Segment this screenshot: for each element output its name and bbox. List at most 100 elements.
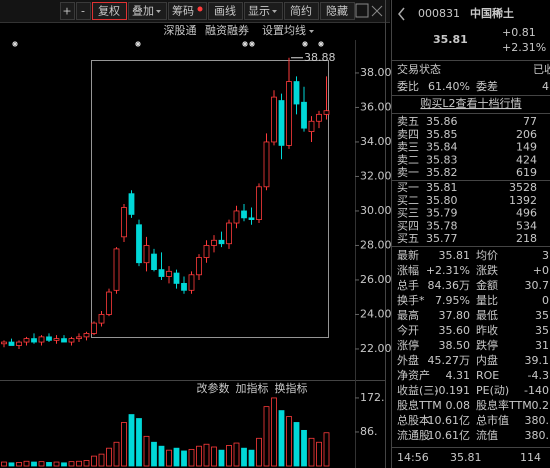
stat-label: 总手 (397, 278, 419, 292)
indicator-tool[interactable]: 改参数 (197, 381, 230, 395)
candle-body (256, 186, 262, 220)
candle-body (293, 81, 300, 105)
volume-bar (38, 461, 45, 467)
stat-label: 昨收 (476, 323, 498, 337)
toolbar-button-label[interactable]: 显示 (248, 5, 270, 18)
toolbar-button-label[interactable]: 简约 (290, 4, 312, 18)
stat-value: 7.95% (435, 294, 470, 307)
book-level: 卖五 (397, 115, 419, 128)
toolbar-button[interactable] (320, 2, 355, 20)
toolbar-button-label[interactable]: 隐藏 (326, 5, 348, 18)
book-volume: 619 (516, 166, 537, 179)
book-price: 35.78 (426, 219, 458, 232)
stat-label: 流通股 (397, 428, 430, 442)
stat-label: 最高 (397, 308, 419, 322)
toolbar-button-label[interactable]: + (62, 5, 71, 18)
volume-bar (181, 450, 187, 467)
volume-bar (23, 460, 30, 467)
status-value: 已收 (533, 62, 550, 76)
toolbar-button-label[interactable]: - (81, 5, 85, 18)
candle-body (196, 257, 202, 276)
stat-label: 换手* (397, 293, 425, 307)
toolbar-button[interactable] (208, 2, 243, 20)
volume-bar (31, 461, 37, 467)
book-level: 买五 (397, 232, 419, 245)
toolbar-button-label[interactable]: 筹码 (172, 4, 194, 18)
stat-label: 净资产 (397, 368, 430, 382)
stat-label: 今开 (397, 323, 419, 337)
candle-body (46, 336, 52, 341)
volume-bar (248, 449, 255, 467)
volume-bar (278, 410, 285, 467)
stat-label: 最新 (397, 248, 419, 262)
stat-label: 外盘 (397, 353, 419, 367)
y-tick-label: 24.00 (360, 307, 392, 320)
candle-body (16, 341, 22, 346)
volume-tick-label: 86. (360, 425, 378, 438)
chart-option[interactable]: 融资融券 (205, 23, 249, 37)
y-tick-label: 34.00 (360, 135, 392, 148)
toolbar-button[interactable] (76, 2, 91, 20)
ratio-value: 4 (542, 80, 549, 93)
indicator-tool[interactable]: 换指标 (275, 381, 308, 395)
high-marker-label: 38.88 (304, 51, 336, 64)
candle-body (76, 336, 82, 340)
icon-close[interactable] (371, 5, 383, 17)
volume-bar (286, 416, 292, 467)
toolbar-button-label[interactable]: 叠加 (132, 5, 154, 18)
y-tick-label: 32.00 (360, 169, 392, 182)
volume-bar (218, 449, 225, 467)
toolbar-button[interactable] (244, 2, 283, 20)
stat-label: 跌停 (476, 338, 498, 352)
y-tick-label: 22.00 (360, 342, 392, 355)
toolbar-button-label[interactable]: 画线 (214, 4, 236, 18)
stat-label: 金额 (476, 278, 498, 292)
toolbar-button[interactable] (128, 2, 167, 20)
y-tick-label: 30.00 (360, 204, 392, 217)
toolbar-button[interactable] (168, 2, 207, 20)
price-change-pct: +2.31% (502, 41, 546, 54)
indicator-tool[interactable]: 加指标 (236, 381, 269, 395)
toolbar-button[interactable] (284, 2, 319, 20)
stat-value: -4.3 (528, 369, 549, 382)
back-icon[interactable] (398, 7, 405, 21)
candle-body (278, 100, 285, 146)
ratio-value: 61.40% (428, 80, 470, 93)
stat-value: 35.60 (439, 324, 471, 337)
trade-time: 14:56 (397, 451, 429, 464)
stat-value: 0.08 (446, 399, 471, 412)
dropdown-icon (272, 10, 277, 13)
toolbar-button-label[interactable]: 复权 (98, 4, 120, 18)
y-tick-label: 38.00 (360, 66, 392, 79)
book-price: 35.83 (426, 153, 458, 166)
candle-body (91, 322, 97, 334)
stat-label: 涨停 (397, 338, 419, 352)
book-volume: 534 (516, 219, 537, 232)
chart-option[interactable]: 深股通 (164, 24, 197, 37)
y-tick-label: 26.00 (360, 273, 392, 286)
candle-body (308, 120, 315, 133)
stat-label: 最低 (476, 309, 498, 322)
volume-bar (233, 442, 240, 467)
volume-bar (196, 445, 202, 467)
candle-body (53, 338, 60, 341)
book-level: 买三 (397, 207, 419, 220)
stat-value: 0.2 (532, 399, 550, 412)
toolbar-button[interactable] (92, 2, 127, 20)
volume-bar (271, 397, 277, 467)
stat-label: 量比 (476, 294, 498, 307)
chart-option[interactable]: 设置均线 (262, 23, 306, 37)
volume-bar (301, 429, 307, 467)
price-change: +0.81 (502, 26, 536, 39)
l2-link[interactable]: 购买L2查看十档行情 (420, 96, 521, 110)
volume-bar (203, 443, 210, 467)
toolbar-button[interactable] (60, 2, 75, 20)
icon-menu[interactable] (355, 3, 369, 18)
stat-value: +0 (533, 264, 549, 277)
candle-body (8, 341, 15, 346)
stat-value: 380. (525, 429, 550, 442)
book-level: 卖三 (397, 141, 419, 154)
stat-label: 流值 (476, 428, 498, 442)
volume-bar (316, 441, 322, 467)
trade-volume: 114 (520, 451, 541, 464)
